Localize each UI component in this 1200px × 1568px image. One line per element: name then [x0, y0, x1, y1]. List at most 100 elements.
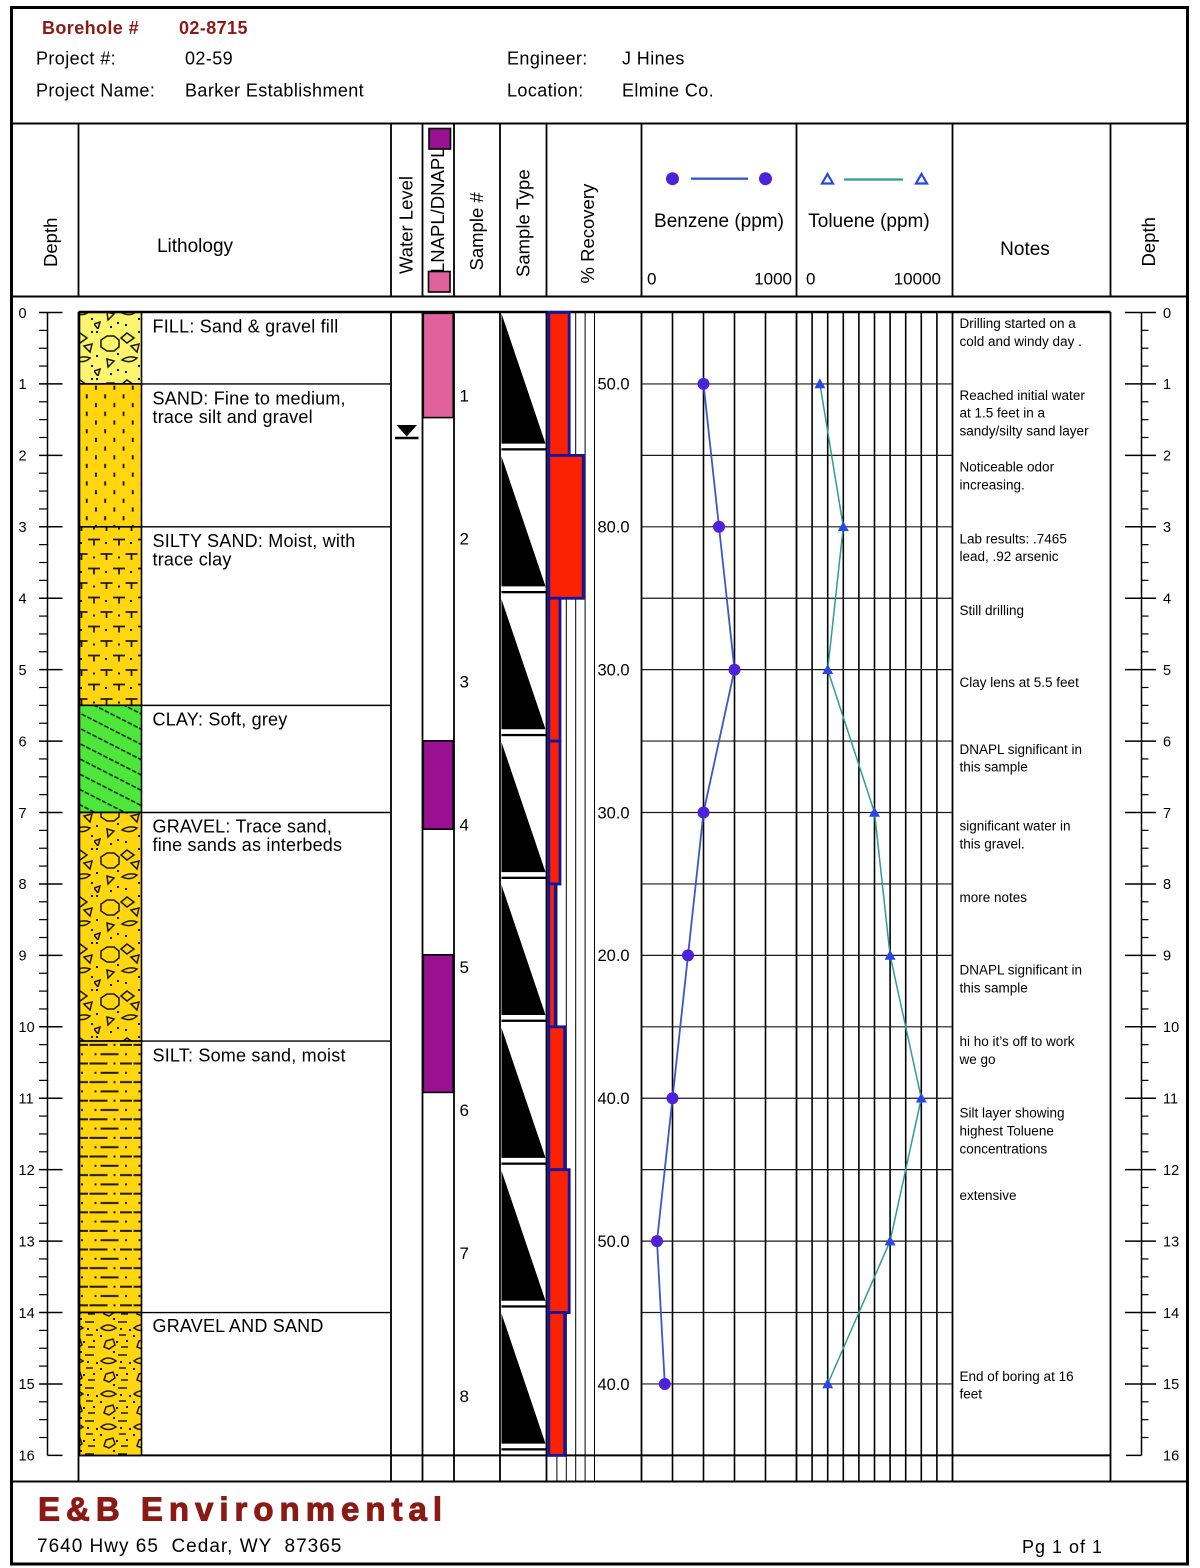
svg-text:30.0: 30.0: [598, 804, 630, 822]
svg-text:40.0: 40.0: [598, 1090, 630, 1108]
svg-text:5: 5: [1163, 663, 1171, 679]
svg-text:Lab results: .7465: Lab results: .7465: [960, 531, 1067, 546]
svg-text:Notes: Notes: [1000, 239, 1050, 260]
svg-text:Project #:: Project #:: [36, 49, 116, 69]
svg-text:SILT: Some sand, moist: SILT: Some sand, moist: [153, 1046, 346, 1066]
svg-text:DNAPL significant in: DNAPL significant in: [960, 963, 1083, 978]
svg-text:Elmine Co.: Elmine Co.: [622, 81, 714, 101]
svg-text:feet: feet: [960, 1387, 983, 1402]
svg-text:Water Level: Water Level: [396, 176, 417, 274]
svg-text:cold and windy day .: cold and windy day .: [960, 334, 1082, 349]
svg-text:FILL: Sand & gravel fill: FILL: Sand & gravel fill: [153, 317, 339, 337]
svg-text:J Hines: J Hines: [622, 49, 685, 69]
svg-text:this gravel.: this gravel.: [960, 837, 1025, 852]
svg-text:1: 1: [1163, 377, 1171, 393]
svg-text:0: 0: [647, 270, 656, 289]
svg-text:E&B Environmental: E&B Environmental: [38, 1491, 448, 1528]
svg-text:highest Toluene: highest Toluene: [960, 1124, 1054, 1139]
svg-text:9: 9: [1163, 949, 1171, 965]
svg-text:11: 11: [19, 1092, 34, 1108]
svg-text:Depth: Depth: [1138, 217, 1159, 266]
svg-text:15: 15: [1163, 1377, 1179, 1393]
svg-text:% Recovery: % Recovery: [577, 183, 598, 283]
svg-text:6: 6: [19, 734, 27, 750]
svg-text:5: 5: [19, 663, 27, 679]
svg-text:hi ho it’s off to work: hi ho it’s off to work: [960, 1034, 1075, 1049]
svg-text:10000: 10000: [894, 270, 941, 289]
svg-text:8: 8: [460, 1387, 469, 1406]
svg-text:Toluene (ppm): Toluene (ppm): [808, 211, 929, 232]
svg-text:0: 0: [806, 270, 815, 289]
svg-text:Benzene (ppm): Benzene (ppm): [654, 211, 784, 232]
svg-text:1: 1: [19, 377, 27, 393]
svg-text:Silt layer showing: Silt layer showing: [960, 1106, 1065, 1121]
svg-text:10: 10: [19, 1020, 35, 1036]
svg-text:GRAVEL AND SAND: GRAVEL AND SAND: [153, 1316, 324, 1336]
svg-text:02-59: 02-59: [185, 49, 233, 69]
svg-text:3: 3: [19, 520, 27, 536]
svg-text:7640 Hwy 65 Cedar, WY 87365: 7640 Hwy 65 Cedar, WY 87365: [37, 1536, 342, 1557]
svg-text:15: 15: [19, 1377, 35, 1393]
svg-text:GRAVEL: Trace sand,: GRAVEL: Trace sand,: [153, 817, 333, 837]
svg-text:2: 2: [460, 530, 469, 549]
svg-text:13: 13: [19, 1234, 35, 1250]
svg-text:Barker Establishment: Barker Establishment: [185, 81, 364, 101]
svg-text:LNAPL/DNAPL: LNAPL/DNAPL: [427, 148, 448, 273]
svg-text:more notes: more notes: [960, 890, 1028, 905]
svg-text:extensive: extensive: [960, 1188, 1017, 1203]
svg-text:2: 2: [19, 449, 27, 465]
svg-text:SILTY SAND: Moist, with: SILTY SAND: Moist, with: [153, 531, 356, 551]
svg-text:4: 4: [19, 592, 27, 608]
svg-text:8: 8: [19, 877, 27, 893]
svg-text:11: 11: [1163, 1092, 1178, 1108]
svg-text:Pg 1 of 1: Pg 1 of 1: [1022, 1537, 1103, 1557]
svg-text:2: 2: [1163, 449, 1171, 465]
svg-text:02-8715: 02-8715: [179, 18, 248, 38]
svg-text:we go: we go: [959, 1052, 996, 1067]
svg-text:significant water in: significant water in: [960, 819, 1071, 834]
svg-text:14: 14: [1163, 1306, 1179, 1322]
svg-text:10: 10: [1163, 1020, 1179, 1036]
svg-text:trace silt and gravel: trace silt and gravel: [153, 407, 313, 427]
svg-text:DNAPL significant in: DNAPL significant in: [960, 742, 1083, 757]
svg-text:Borehole #: Borehole #: [42, 18, 139, 38]
svg-text:increasing.: increasing.: [960, 477, 1025, 492]
svg-text:40.0: 40.0: [598, 1376, 630, 1394]
svg-text:6: 6: [1163, 734, 1171, 750]
svg-text:13: 13: [1163, 1234, 1179, 1250]
svg-text:sandy/silty sand layer: sandy/silty sand layer: [960, 423, 1090, 438]
svg-text:SAND: Fine to medium,: SAND: Fine to medium,: [153, 389, 346, 409]
svg-text:9: 9: [19, 949, 27, 965]
svg-text:16: 16: [1163, 1449, 1179, 1465]
svg-text:Sample #: Sample #: [466, 192, 487, 271]
svg-text:8: 8: [1163, 877, 1171, 893]
svg-text:Still drilling: Still drilling: [960, 603, 1025, 618]
svg-text:End of boring at 16: End of boring at 16: [960, 1369, 1074, 1384]
svg-text:at 1.5 feet in a: at 1.5 feet in a: [960, 406, 1046, 421]
svg-text:Reached initial water: Reached initial water: [960, 388, 1086, 403]
svg-text:7: 7: [1163, 806, 1171, 822]
svg-text:concentrations: concentrations: [960, 1141, 1048, 1156]
svg-text:80.0: 80.0: [598, 519, 630, 537]
svg-text:6: 6: [460, 1101, 469, 1120]
svg-text:3: 3: [1163, 520, 1171, 536]
svg-text:Depth: Depth: [40, 218, 61, 267]
svg-text:16: 16: [19, 1449, 35, 1465]
svg-text:CLAY: Soft, grey: CLAY: Soft, grey: [153, 710, 288, 730]
svg-text:Noticeable odor: Noticeable odor: [960, 460, 1055, 475]
svg-text:1: 1: [460, 387, 469, 406]
svg-text:trace clay: trace clay: [153, 550, 232, 570]
svg-text:50.0: 50.0: [598, 1233, 630, 1251]
svg-text:this sample: this sample: [960, 980, 1028, 995]
svg-text:Sample Type: Sample Type: [513, 169, 534, 277]
svg-text:50.0: 50.0: [598, 376, 630, 394]
svg-text:3: 3: [460, 673, 469, 692]
svg-text:this sample: this sample: [960, 760, 1028, 775]
svg-text:20.0: 20.0: [598, 947, 630, 965]
svg-text:Project Name:: Project Name:: [36, 81, 155, 101]
svg-text:0: 0: [19, 306, 27, 322]
svg-text:14: 14: [19, 1306, 35, 1322]
svg-text:Clay lens at 5.5 feet: Clay lens at 5.5 feet: [960, 675, 1080, 690]
svg-text:4: 4: [1163, 592, 1171, 608]
svg-text:0: 0: [1163, 306, 1171, 322]
